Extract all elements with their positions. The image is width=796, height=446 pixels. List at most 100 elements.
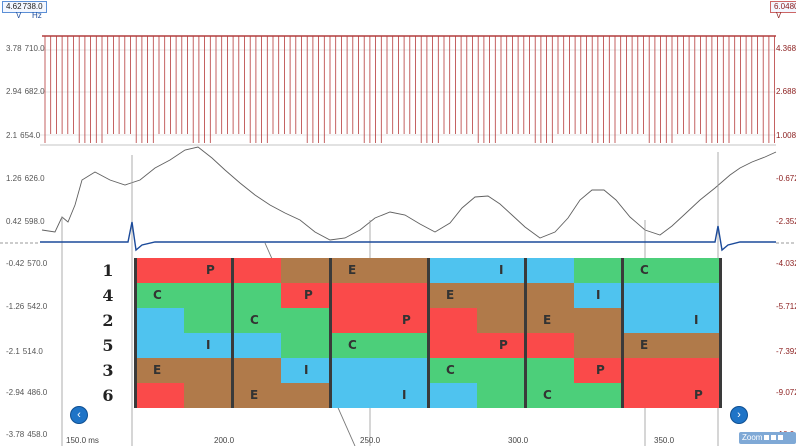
stroke-cell xyxy=(573,358,623,383)
cylinder-label: 5 xyxy=(102,336,114,355)
left-axis-label: 1.26 626.0 xyxy=(6,174,45,183)
left-axis-label: -0.42 570.0 xyxy=(6,259,47,268)
left-axis-hz: 598.0 xyxy=(24,217,45,226)
column-divider xyxy=(328,258,332,408)
stroke-cell xyxy=(428,308,478,333)
stroke-cell xyxy=(525,283,575,308)
stroke-letter: C xyxy=(543,388,552,402)
left-readout[interactable]: 4.62738.0 xyxy=(2,1,47,13)
stroke-cell xyxy=(232,333,282,358)
zoom-reset-icon[interactable] xyxy=(771,435,777,441)
x-axis-label: 150.0 ms xyxy=(66,436,99,445)
stroke-cell xyxy=(183,333,233,358)
x-axis-label: 350.0 xyxy=(654,436,675,445)
stroke-cell xyxy=(671,308,721,333)
stroke-cell xyxy=(428,258,478,283)
stroke-letter: C xyxy=(446,363,455,377)
stroke-cell xyxy=(525,383,575,408)
left-axis-label: -3.78 458.0 xyxy=(6,430,47,439)
stroke-cell xyxy=(379,358,429,383)
stroke-cell xyxy=(573,283,623,308)
right-axis-label: -9.072 xyxy=(776,388,796,397)
top-panel-grid xyxy=(40,49,776,136)
right-axis-label: 2.6880 xyxy=(776,87,796,96)
stroke-letter: C xyxy=(250,313,259,327)
left-axis-label: 2.94 682.0 xyxy=(6,87,45,96)
left-axis-hz: 682.0 xyxy=(24,87,45,96)
stroke-cell xyxy=(622,333,672,358)
left-axis-hz: 654.0 xyxy=(20,131,41,140)
stroke-cell xyxy=(379,308,429,333)
column-divider xyxy=(523,258,527,408)
stroke-cell xyxy=(232,308,282,333)
stroke-letter: I xyxy=(499,263,504,277)
stroke-cell xyxy=(428,383,478,408)
left-axis-hz: 570.0 xyxy=(27,259,48,268)
stroke-cell xyxy=(135,333,185,358)
stroke-letter: I xyxy=(596,288,601,302)
left-axis-volt: 2.94 xyxy=(6,87,22,96)
right-axis-label: -5.712 xyxy=(776,302,796,311)
left-unit-v: V xyxy=(16,11,22,20)
left-axis-volt: 1.26 xyxy=(6,174,22,183)
scroll-left-button[interactable]: ‹ xyxy=(70,406,88,424)
column-divider xyxy=(230,258,234,408)
right-axis-label: -7.392 xyxy=(776,347,796,356)
left-axis-label: 3.78 710.0 xyxy=(6,44,45,53)
right-axis-label: 1.0080 xyxy=(776,131,796,140)
zoom-fit-icon[interactable] xyxy=(764,435,770,441)
stroke-cell xyxy=(379,283,429,308)
stroke-cell xyxy=(525,358,575,383)
stroke-cell xyxy=(671,258,721,283)
stroke-cell xyxy=(281,258,331,283)
left-axis-hz: 626.0 xyxy=(24,174,45,183)
scroll-right-button[interactable]: › xyxy=(730,406,748,424)
stroke-cell xyxy=(428,283,478,308)
stroke-cell xyxy=(622,358,672,383)
left-axis-volt: -2.1 xyxy=(6,347,20,356)
stroke-cell xyxy=(183,258,233,283)
stroke-cell xyxy=(525,333,575,358)
left-axis-volt: -0.42 xyxy=(6,259,25,268)
stroke-letter: E xyxy=(543,313,552,327)
cylinder-label: 1 xyxy=(102,261,114,280)
stroke-cell xyxy=(183,283,233,308)
stroke-cell xyxy=(573,383,623,408)
cylinder-label: 4 xyxy=(102,286,114,305)
stroke-cell xyxy=(525,308,575,333)
left-axis-label: -2.1 514.0 xyxy=(6,347,43,356)
stroke-cell xyxy=(622,283,672,308)
stroke-letter: P xyxy=(596,363,605,377)
right-axis-label: -4.032 xyxy=(776,259,796,268)
stroke-cell xyxy=(232,258,282,283)
stroke-letter: I xyxy=(206,338,211,352)
stroke-cell xyxy=(476,333,526,358)
x-axis-label: 250.0 xyxy=(360,436,381,445)
stroke-cell xyxy=(622,383,672,408)
stroke-cell xyxy=(281,308,331,333)
stroke-cell xyxy=(232,358,282,383)
zoom-control[interactable]: Zoom xyxy=(739,432,796,444)
stroke-cell xyxy=(476,383,526,408)
left-axis-volt: -2.94 xyxy=(6,388,25,397)
stroke-cell xyxy=(281,383,331,408)
stroke-letter: P xyxy=(694,388,703,402)
stroke-cell xyxy=(379,258,429,283)
stroke-letter: P xyxy=(402,313,411,327)
left-axis-label: 0.42 598.0 xyxy=(6,217,45,226)
stroke-cell xyxy=(281,333,331,358)
stroke-cell xyxy=(428,333,478,358)
stroke-cell xyxy=(525,258,575,283)
stroke-cell xyxy=(573,308,623,333)
right-axis-label: -2.352 xyxy=(776,217,796,226)
right-readout[interactable]: 6.0480 xyxy=(770,1,796,13)
stroke-cell xyxy=(330,308,380,333)
stroke-cell xyxy=(330,283,380,308)
zoom-close-icon[interactable] xyxy=(778,435,784,441)
left-axis-label: 2.1 654.0 xyxy=(6,131,40,140)
stroke-cell xyxy=(330,333,380,358)
right-axis-label: -0.672 xyxy=(776,174,796,183)
stroke-letter: E xyxy=(153,363,162,377)
stroke-cell xyxy=(671,383,721,408)
stroke-cell xyxy=(379,383,429,408)
